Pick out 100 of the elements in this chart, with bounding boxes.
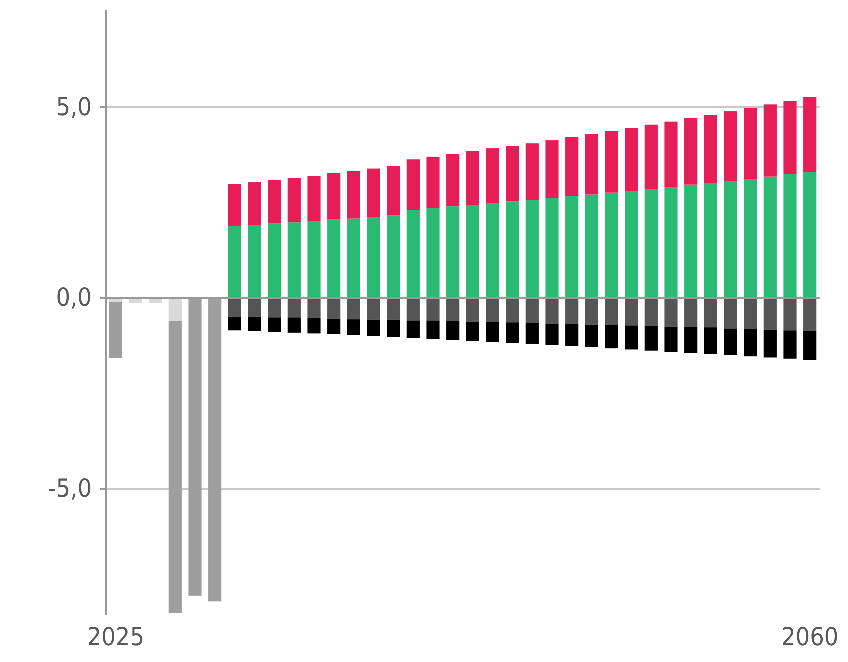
bar xyxy=(308,298,321,318)
bar xyxy=(664,187,678,298)
bar xyxy=(784,174,797,298)
bar xyxy=(347,171,360,219)
bar xyxy=(644,326,658,351)
bar xyxy=(387,298,400,320)
bar xyxy=(446,321,460,340)
bar xyxy=(764,176,777,298)
bar xyxy=(724,328,738,356)
bar xyxy=(367,320,380,336)
bar xyxy=(347,218,360,298)
bar xyxy=(764,298,777,330)
bar xyxy=(625,128,638,192)
bar xyxy=(506,202,520,298)
bar xyxy=(426,156,440,208)
bar xyxy=(268,180,282,224)
bar xyxy=(387,166,400,216)
bar xyxy=(308,318,321,334)
bar xyxy=(308,176,321,222)
bar xyxy=(248,225,262,298)
bar xyxy=(724,112,738,182)
bar xyxy=(566,137,579,196)
bar xyxy=(406,210,420,298)
bar xyxy=(466,322,480,342)
bar xyxy=(526,144,539,200)
bar xyxy=(744,108,758,180)
bar xyxy=(546,298,559,324)
y-tick-label: 5,0 xyxy=(56,92,92,122)
bar xyxy=(784,298,797,331)
bar xyxy=(446,298,460,322)
bar xyxy=(764,330,777,358)
bar xyxy=(664,122,678,188)
bar xyxy=(168,321,182,614)
bar xyxy=(684,184,698,298)
bar xyxy=(387,216,400,298)
bar xyxy=(784,330,797,359)
bar xyxy=(644,124,658,190)
bar xyxy=(605,192,618,298)
bar xyxy=(486,204,500,298)
bar xyxy=(248,316,262,332)
bar xyxy=(506,322,520,344)
bar xyxy=(585,134,598,195)
bar xyxy=(605,131,618,193)
bar xyxy=(486,322,500,342)
bar xyxy=(288,222,301,298)
bar xyxy=(228,298,242,317)
bar xyxy=(585,194,598,298)
bar xyxy=(387,320,400,338)
x-tick-label: 2025 xyxy=(87,622,145,652)
bar xyxy=(406,298,420,321)
bar xyxy=(426,320,440,340)
bar xyxy=(328,298,341,319)
bar xyxy=(664,298,678,327)
bar xyxy=(328,318,341,334)
bar xyxy=(605,298,618,326)
bar xyxy=(744,329,758,357)
bar xyxy=(506,146,520,202)
bar xyxy=(704,183,718,298)
bar xyxy=(406,160,420,210)
bar xyxy=(704,298,718,328)
bar xyxy=(744,179,758,298)
bar xyxy=(486,298,500,322)
bar xyxy=(724,298,738,329)
bar xyxy=(248,182,262,226)
bar xyxy=(288,298,301,318)
bar xyxy=(446,206,460,298)
bar xyxy=(228,316,242,331)
bar xyxy=(546,198,559,298)
bar xyxy=(546,140,559,198)
bar xyxy=(566,324,579,346)
bar xyxy=(466,205,480,298)
bar xyxy=(328,173,341,220)
bar xyxy=(625,298,638,326)
bar xyxy=(804,298,817,332)
bar xyxy=(367,168,380,218)
bar xyxy=(704,328,718,354)
bar xyxy=(426,298,440,321)
bar xyxy=(704,115,718,184)
bar xyxy=(426,208,440,298)
bar xyxy=(625,191,638,298)
bar xyxy=(347,320,360,336)
bar xyxy=(506,298,520,323)
bar xyxy=(486,148,500,204)
bar xyxy=(664,326,678,352)
bar xyxy=(446,154,460,207)
bar xyxy=(308,221,321,298)
bar xyxy=(644,189,658,298)
bar xyxy=(268,318,282,332)
bar xyxy=(406,320,420,338)
bar xyxy=(804,97,817,172)
bar xyxy=(328,220,341,298)
bar xyxy=(268,224,282,298)
bar xyxy=(526,322,539,344)
bar xyxy=(585,324,598,348)
bar xyxy=(228,184,242,226)
bar xyxy=(168,298,182,322)
bar xyxy=(684,298,698,328)
bar xyxy=(367,217,380,298)
x-tick-label: 2060 xyxy=(781,622,839,652)
bar xyxy=(684,327,698,354)
